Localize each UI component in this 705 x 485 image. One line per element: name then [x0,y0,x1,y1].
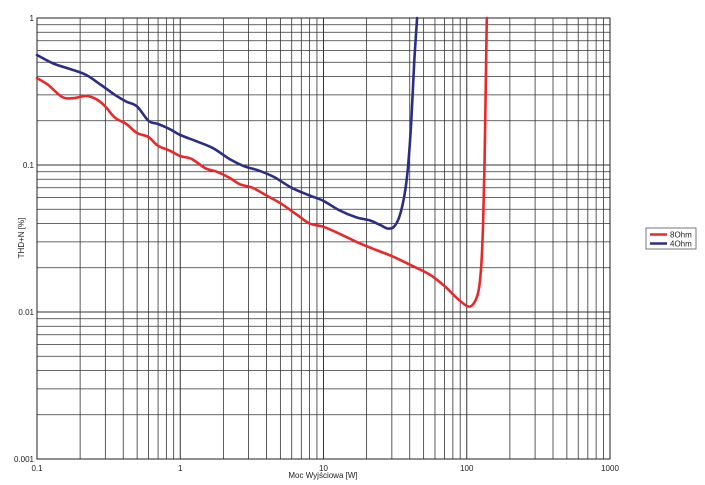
y-axis-title: THD+N [%] [17,218,26,259]
legend-label-8ohm: 8Ohm [670,231,692,240]
y-tick-label: 0.01 [18,308,34,317]
x-tick-label: 1 [178,464,183,473]
grid [36,18,610,460]
series-line-4ohm [35,16,419,230]
x-tick-label: 0.1 [31,464,43,473]
x-tick-labels: 0.1 1 10 100 1000 [31,464,619,473]
plot-frame [36,17,611,460]
x-axis-title: Moc Wyjściowa [W] [288,471,357,480]
x-tick-label: 10 [319,464,328,473]
y-tick-label: 0.1 [23,161,35,170]
y-tick-labels: 1 0.1 0.01 0.001 [14,14,35,464]
x-tick-label: 100 [460,464,474,473]
series-layer [35,16,489,308]
y-tick-label: 0.001 [14,455,35,464]
series-line-8ohm [35,16,489,308]
legend-label-4ohm: 4Ohm [670,240,692,249]
x-tick-label: 1000 [601,464,619,473]
y-tick-label: 1 [30,14,35,23]
legend: 8Ohm 4Ohm [645,227,697,250]
